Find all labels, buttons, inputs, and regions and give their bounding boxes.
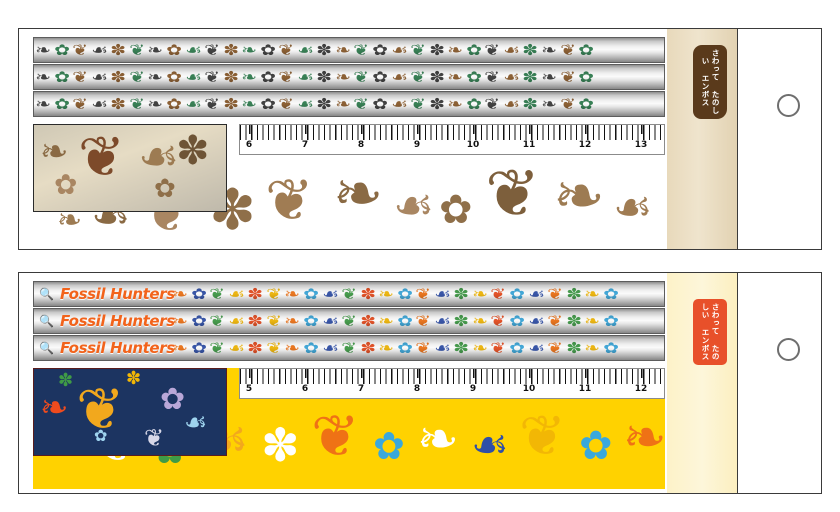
scale-numbers-colour: 5 6 7 8 9 10 11 12 13 14 15 xyxy=(245,384,648,394)
ruler-metallic-1[interactable]: ❧ ✿ ❦ ☙ ✽ ❦ ❧ ✿ ☙ ❦ ✽ ❧ ✿ ❦ ☙ ✽ ❧ ❦ ✿ ☙ ❦ ✽ ❧ ✿ ❦ ☙ ✽ ❧ ❦ ✿ xyxy=(33,37,665,63)
dinosaur-motif-icon: ❧ ✿ ❦ ☙ ✽ ❦ ❧ ✿ ☙ ❦ ✽ ❧ ✿ ❦ ☙ ✽ ❧ ❦ ✿ ☙ ❦ ✽ ❧ ✿ ❦ ☙ ✽ ❧ ❦ ✿ xyxy=(35,41,596,59)
card-divider-metallic xyxy=(737,29,738,249)
ruler-scale-face-metallic: 6 7 8 9 10 11 12 13 14 15 xyxy=(239,124,665,155)
feature-sticker-metallic: さわって たのしい エンボス xyxy=(693,45,727,119)
package-card-metallic[interactable]: ❧ ✿ ❦ ☙ ✽ ❦ ❧ ✿ ☙ ❦ ✽ ❧ ✿ ❦ ☙ ✽ ❧ ❦ ✿ ☙ ❦ ✽ ❧ ✿ ❦ ☙ ✽ ❧ ❦ ✿ ❧ ✿ ❦ ☙ ✽ ❦ ❧ ✿ ☙… xyxy=(18,28,822,250)
dinosaur-illustration-inset-art: ❦ ❧ ✿ ☙ ✽ ✽ ❦ ✿ xyxy=(40,369,208,452)
ruler-colour-1[interactable]: 🔍 Fossil Hunters ❧ ✿ ❦ ☙ ✽ ❦ ❧ ✿ ☙ ❦ ✽ ❧ ✿ ❦ ☙ ✽ ❧ ❦ ✿ ☙ ❦ ✽ ❧… xyxy=(33,281,665,307)
dinosaur-motif-icon: ❧ ✿ ❦ ☙ ✽ ❦ ❧ ✿ ☙ ❦ ✽ ❧ ✿ ❦ ☙ ✽ ❧ ❦ ✿ ☙ ❦ ✽ ❧ ✿ ❦ ☙ ✽ ❧ ❦ ✿ xyxy=(35,95,596,113)
ruler-colour-3[interactable]: 🔍 Fossil Hunters ❧ ✿ ❦ ☙ ✽ ❦ ❧ ✿ ☙ ❦ ✽ ❧ ✿ ❦ ☙ ✽ ❧ ❦ ✿ ☙ ❦ ✽ ❧… xyxy=(33,335,665,361)
dinosaur-motif-icon: ❧ ✿ ❦ ☙ ✽ ❦ ❧ ✿ ☙ ❦ ✽ ❧ ✿ ❦ ☙ ✽ ❧ ❦ ✿ ☙ ❦ ✽ ❧ ✿ ❦ ☙ ✽ ❧ ❦ ✿ xyxy=(35,68,596,86)
dinosaur-illustration-inset: ❦ ❧ ✿ ☙ ✽ ✽ ❦ ✿ xyxy=(33,368,227,456)
scale-major-ticks xyxy=(249,369,664,378)
magnifier-icon: 🔍 xyxy=(39,314,54,328)
artwork-panel-metallic: ❧ ☙ ❦ ✽ ❦ ❧ ☙ ✿ ❦ ❧ ☙ 6 xyxy=(33,124,665,245)
dinosaur-motif-icon: ❧ ✿ ❦ ☙ ✽ ❦ ❧ ✿ ☙ ❦ ✽ ❧ ✿ ❦ ☙ ✽ ❧ ❦ ✿ ☙ ❦ ✽ ❧ ✿ xyxy=(172,285,621,303)
dinosaur-motif-icon: ❧ ✿ ❦ ☙ ✽ ❦ ❧ ✿ ☙ ❦ ✽ ❧ ✿ ❦ ☙ ✽ ❧ ❦ ✿ ☙ ❦ ✽ ❧ ✿ xyxy=(172,339,621,357)
hang-hole-metallic xyxy=(777,94,800,117)
scale-numbers-metallic: 6 7 8 9 10 11 12 13 14 15 xyxy=(245,140,648,150)
card-divider-colour xyxy=(737,273,738,493)
feature-sticker-colour: さわって たのしい エンボス xyxy=(693,299,727,365)
ruler-metallic-2[interactable]: ❧ ✿ ❦ ☙ ✽ ❦ ❧ ✿ ☙ ❦ ✽ ❧ ✿ ❦ ☙ ✽ ❧ ❦ ✿ ☙ ❦ ✽ ❧ ✿ ❦ ☙ ✽ ❧ ❦ ✿ xyxy=(33,64,665,90)
scale-major-ticks xyxy=(249,125,664,134)
package-card-colour[interactable]: 🔍 Fossil Hunters ❧ ✿ ❦ ☙ ✽ ❦ ❧ ✿ ☙ ❦ ✽ ❧ ✿ ❦ ☙ ✽ ❧ ❦ ✿ ☙ ❦ ✽ ❧… xyxy=(18,272,822,494)
dinosaur-motif-icon: ❧ ✿ ❦ ☙ ✽ ❦ ❧ ✿ ☙ ❦ ✽ ❧ ✿ ❦ ☙ ✽ ❧ ❦ ✿ ☙ ❦ ✽ ❧ ✿ xyxy=(172,312,621,330)
fossil-photo-inset-art: ❧ ❦ ☙ ✽ ✿ ✿ xyxy=(40,125,210,203)
ruler-scale-face-colour: 5 6 7 8 9 10 11 12 13 14 15 xyxy=(239,368,665,399)
fossil-photo-inset: ❧ ❦ ☙ ✽ ✿ ✿ xyxy=(33,124,227,212)
product-body-colour: 🔍 Fossil Hunters ❧ ✿ ❦ ☙ ✽ ❦ ❧ ✿ ☙ ❦ ✽ ❧ ✿ ❦ ☙ ✽ ❧ ❦ ✿ ☙ ❦ ✽ ❧… xyxy=(19,273,737,493)
product-body-metallic: ❧ ✿ ❦ ☙ ✽ ❦ ❧ ✿ ☙ ❦ ✽ ❧ ✿ ❦ ☙ ✽ ❧ ❦ ✿ ☙ ❦ ✽ ❧ ✿ ❦ ☙ ✽ ❧ ❦ ✿ ❧ ✿ ❦ ☙ ✽ ❦ ❧ ✿ ☙… xyxy=(19,29,737,249)
artwork-panel-colour: ❧ ❦ ✿ ☙ ✽ ❦ ✿ ❧ ☙ ❦ ✿ ❧ ✽ ✿ ☙ xyxy=(33,368,665,489)
magnifier-icon: 🔍 xyxy=(39,287,54,301)
ruler-metallic-3[interactable]: ❧ ✿ ❦ ☙ ✽ ❦ ❧ ✿ ☙ ❦ ✽ ❧ ✿ ❦ ☙ ✽ ❧ ❦ ✿ ☙ ❦ ✽ ❧ ✿ ❦ ☙ ✽ ❧ ❦ ✿ xyxy=(33,91,665,117)
ruler-stack-metallic: ❧ ✿ ❦ ☙ ✽ ❦ ❧ ✿ ☙ ❦ ✽ ❧ ✿ ❦ ☙ ✽ ❧ ❦ ✿ ☙ ❦ ✽ ❧ ✿ ❦ ☙ ✽ ❧ ❦ ✿ ❧ ✿ ❦ ☙ ✽ ❦ ❧ ✿ ☙… xyxy=(33,37,665,118)
ruler-stack-colour: 🔍 Fossil Hunters ❧ ✿ ❦ ☙ ✽ ❦ ❧ ✿ ☙ ❦ ✽ ❧ ✿ ❦ ☙ ✽ ❧ ❦ ✿ ☙ ❦ ✽ ❧… xyxy=(33,281,665,362)
magnifier-icon: 🔍 xyxy=(39,341,54,355)
ruler-colour-2[interactable]: 🔍 Fossil Hunters ❧ ✿ ❦ ☙ ✽ ❦ ❧ ✿ ☙ ❦ ✽ ❧ ✿ ❦ ☙ ✽ ❧ ❦ ✿ ☙ ❦ ✽ ❧… xyxy=(33,308,665,334)
hang-hole-colour xyxy=(777,338,800,361)
